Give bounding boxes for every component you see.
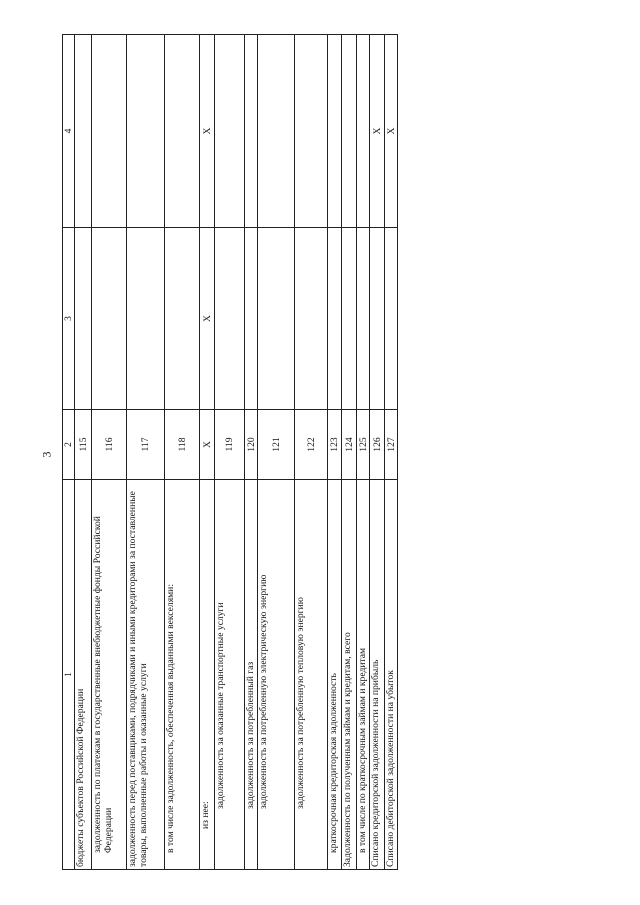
row-label: в том числе задолженность, обеспеченная …	[164, 479, 200, 870]
cell	[384, 227, 398, 410]
cell	[164, 34, 200, 228]
cell: 119	[214, 409, 245, 480]
cell	[91, 34, 127, 228]
header-cell: 2	[62, 409, 75, 480]
cell: 122	[294, 409, 328, 480]
table-row: задолженность по платежам в государствен…	[91, 34, 127, 870]
cell	[341, 227, 357, 410]
cell: 121	[257, 409, 295, 480]
cell: 120	[244, 409, 258, 480]
cell: 117	[126, 409, 165, 480]
table-row: Списано дебиторской задолженности на убы…	[384, 34, 398, 870]
cell	[244, 34, 258, 228]
cell: 125	[356, 409, 370, 480]
cell: X	[384, 34, 398, 228]
table-row: задолженность за потребленный газ 120	[244, 34, 258, 870]
row-label: Списано кредиторской задолженности на пр…	[369, 479, 385, 870]
cell: X	[369, 34, 385, 228]
cell	[74, 227, 92, 410]
table-row: задолженность за оказанные транспортные …	[214, 34, 245, 870]
cell	[294, 227, 328, 410]
cell	[164, 227, 200, 410]
cell	[341, 34, 357, 228]
row-label: из нее:	[199, 479, 215, 870]
cell	[327, 34, 342, 228]
row-label: задолженность за потребленный газ	[244, 479, 258, 870]
cell	[244, 227, 258, 410]
cell	[369, 227, 385, 410]
cell	[91, 227, 127, 410]
page-number: 3	[39, 451, 54, 458]
row-label: задолженность за оказанные транспортные …	[214, 479, 245, 870]
table-body: бюджеты субъектов Российской Федерации 11…	[74, 34, 398, 870]
table-row: краткосрочная кредиторская задолженность…	[327, 34, 342, 870]
cell: 127	[384, 409, 398, 480]
row-label: задолженность за потребленную тепловую э…	[294, 479, 328, 870]
cell: X	[199, 409, 215, 480]
cell: X	[199, 227, 215, 410]
cell	[214, 34, 245, 228]
row-label: задолженность перед поставщиками, подряд…	[126, 479, 165, 870]
table-row: задолженность за потребленную тепловую э…	[294, 34, 328, 870]
cell: X	[199, 34, 215, 228]
cell	[294, 34, 328, 228]
row-label: в том числе по краткосрочным займам и кр…	[356, 479, 370, 870]
table-row: Задолженность по полученным займам и кре…	[341, 34, 357, 870]
row-label: Задолженность по полученным займам и кре…	[341, 479, 357, 870]
cell	[126, 227, 165, 410]
cell: 115	[74, 409, 92, 480]
cell	[356, 34, 370, 228]
row-label: бюджеты субъектов Российской Федерации	[74, 479, 92, 870]
cell	[327, 227, 342, 410]
cell: 124	[341, 409, 357, 480]
header-cell: 4	[62, 34, 75, 228]
cell	[214, 227, 245, 410]
row-label: задолженность по платежам в государствен…	[91, 479, 127, 870]
header-cell: 3	[62, 227, 75, 410]
cell	[257, 227, 295, 410]
table-row: задолженность перед поставщиками, подряд…	[126, 34, 165, 870]
cell: 126	[369, 409, 385, 480]
cell: 116	[91, 409, 127, 480]
table-row: задолженность за потребленную электричес…	[257, 34, 295, 870]
cell: 118	[164, 409, 200, 480]
cell: 123	[327, 409, 342, 480]
cell	[356, 227, 370, 410]
table-row: Списано кредиторской задолженности на пр…	[369, 34, 385, 870]
row-label: задолженность за потребленную электричес…	[257, 479, 295, 870]
cell	[74, 34, 92, 228]
row-label: краткосрочная кредиторская задолженность	[327, 479, 342, 870]
table-row: бюджеты субъектов Российской Федерации 11…	[74, 34, 92, 870]
header-cell: 1	[62, 479, 75, 870]
row-label: Списано дебиторской задолженности на убы…	[384, 479, 398, 870]
cell	[257, 34, 295, 228]
table-row: в том числе задолженность, обеспеченная …	[164, 34, 200, 870]
table-row: из нее: X X X	[199, 34, 215, 870]
cell	[126, 34, 165, 228]
table-row: в том числе по краткосрочным займам и кр…	[356, 34, 370, 870]
